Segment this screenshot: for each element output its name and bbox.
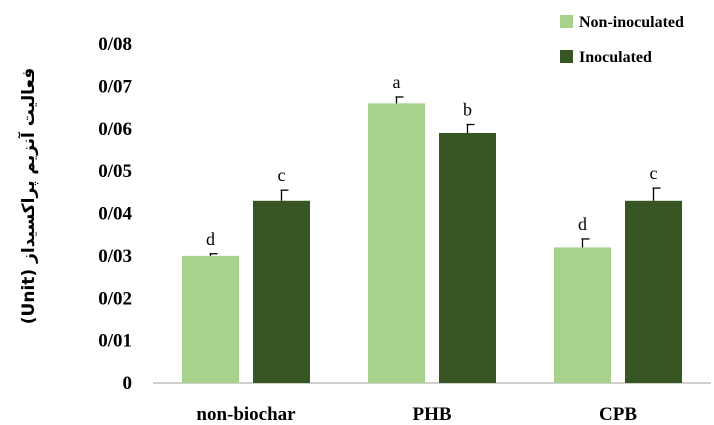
significance-letter: d — [206, 229, 215, 249]
y-tick-label: 0/03 — [98, 246, 132, 267]
significance-letter: d — [578, 214, 587, 234]
y-axis-label: (Unit) فعالیت آنزیم پراکسیداز — [17, 68, 39, 324]
bar — [182, 255, 239, 383]
y-tick-label: 0/08 — [98, 34, 132, 55]
category-label: non-biochar — [196, 404, 296, 425]
legend-swatch — [560, 15, 573, 28]
category-labels: non-biochar PHB CPB — [196, 404, 637, 425]
y-tick-label: 0/02 — [98, 288, 132, 309]
category-label: CPB — [599, 404, 637, 425]
significance-letter: c — [278, 165, 286, 185]
legend: Non-inoculated Inoculated — [560, 14, 684, 66]
significance-letter: a — [393, 72, 401, 92]
legend-swatch — [560, 50, 573, 63]
significance-letter: c — [650, 163, 658, 183]
bar — [439, 132, 496, 383]
bar — [253, 200, 310, 383]
bar — [625, 200, 682, 383]
significance-letter: b — [463, 100, 472, 120]
y-tick-label: 0/06 — [98, 119, 132, 140]
bar — [368, 103, 425, 383]
y-axis-tick-labels: 0 0/01 0/02 0/03 0/04 0/05 0/06 0/07 0/08 — [98, 34, 132, 394]
y-tick-label: 0/05 — [98, 161, 132, 182]
y-tick-label: 0/04 — [98, 204, 132, 225]
y-tick-label: 0/07 — [98, 76, 132, 97]
y-tick-label: 0 — [123, 373, 133, 394]
y-tick-label: 0/01 — [98, 331, 132, 352]
category-label: PHB — [412, 404, 451, 425]
bar — [554, 247, 611, 383]
bars-group: d c a b d c — [182, 72, 682, 383]
legend-label: Non-inoculated — [579, 14, 684, 31]
legend-label: Inoculated — [579, 49, 652, 66]
